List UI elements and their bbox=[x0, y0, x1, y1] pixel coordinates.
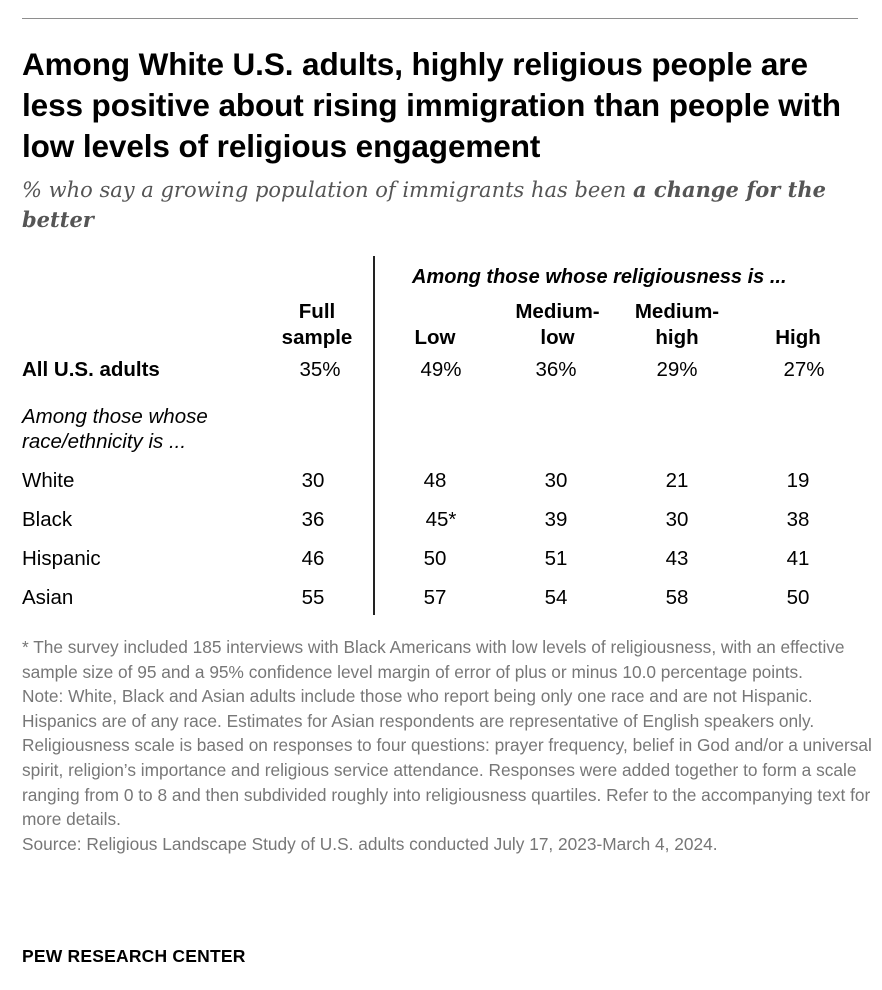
row-label-white: White bbox=[22, 469, 75, 492]
cell-hispanic-low: 50 bbox=[423, 547, 447, 570]
cell-black-medium-high: 30 bbox=[665, 508, 689, 531]
row-label-hispanic: Hispanic bbox=[22, 547, 101, 570]
chart-title: Among White U.S. adults, highly religiou… bbox=[22, 46, 841, 164]
source-note: Source: Religious Landscape Study of U.S… bbox=[22, 833, 718, 854]
cell-hispanic-medium-low: 51 bbox=[544, 547, 568, 570]
cell-white-medium-low: 30 bbox=[544, 469, 568, 492]
pew-research-center-logo: PEW RESEARCH CENTER bbox=[22, 946, 246, 966]
col-header-full-sample: Full sample bbox=[281, 300, 353, 349]
row-label-asian: Asian bbox=[22, 586, 74, 609]
footnotes: * The survey included 185 interviews wit… bbox=[22, 635, 872, 856]
col-header-medium-low: Medium- low bbox=[515, 300, 600, 349]
col-header-low: Low bbox=[414, 326, 456, 349]
cell-black-medium-low: 39 bbox=[544, 508, 568, 531]
cell-black-full: 36 bbox=[301, 508, 325, 531]
cell-asian-full: 55 bbox=[301, 586, 325, 609]
race-ethnicity-section-label: Among those whose race/ethnicity is ... bbox=[22, 405, 208, 453]
cell-hispanic-high: 41 bbox=[786, 547, 810, 570]
row-label-all-us-adults: All U.S. adults bbox=[22, 358, 160, 381]
cell-asian-high: 50 bbox=[786, 586, 810, 609]
cell-all-medium-low: 36% bbox=[535, 358, 577, 381]
cell-all-high: 27% bbox=[783, 358, 825, 381]
cell-white-medium-high: 21 bbox=[665, 469, 689, 492]
cell-white-full: 30 bbox=[301, 469, 325, 492]
methodology-note: Note: White, Black and Asian adults incl… bbox=[22, 686, 872, 830]
col-header-medium-high: Medium- high bbox=[634, 300, 720, 349]
row-label-black: Black bbox=[22, 508, 73, 531]
cell-white-high: 19 bbox=[786, 469, 810, 492]
religiousness-spanner-header: Among those whose religiousness is ... bbox=[412, 266, 787, 288]
cell-all-medium-high: 29% bbox=[656, 358, 698, 381]
top-rule bbox=[22, 18, 858, 19]
cell-asian-low: 57 bbox=[423, 586, 447, 609]
asterisk-note: * The survey included 185 interviews wit… bbox=[22, 637, 845, 682]
col-header-high: High bbox=[775, 326, 821, 349]
subtitle-text: % who say a growing population of immigr… bbox=[22, 178, 633, 202]
cell-asian-medium-low: 54 bbox=[544, 586, 568, 609]
column-divider bbox=[373, 256, 375, 615]
cell-black-high: 38 bbox=[786, 508, 810, 531]
cell-white-low: 48 bbox=[423, 469, 447, 492]
cell-asian-medium-high: 58 bbox=[665, 586, 689, 609]
subtitle-emphasis: a change for the better bbox=[22, 177, 826, 232]
cell-all-full: 35% bbox=[299, 358, 341, 381]
chart-subtitle: % who say a growing population of immigr… bbox=[22, 175, 867, 235]
cell-black-low: 45* bbox=[425, 508, 457, 531]
cell-hispanic-medium-high: 43 bbox=[665, 547, 689, 570]
cell-all-low: 49% bbox=[420, 358, 462, 381]
cell-hispanic-full: 46 bbox=[301, 547, 325, 570]
